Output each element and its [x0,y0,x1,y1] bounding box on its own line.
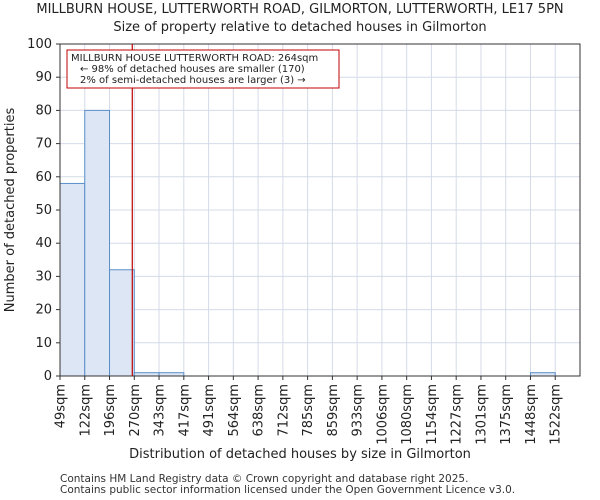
footer-licence: Contains public sector information licen… [60,484,516,496]
y-tick-label: 90 [35,70,52,85]
y-axis-label: Number of detached properties [3,108,18,313]
chart-title: MILLBURN HOUSE, LUTTERWORTH ROAD, GILMOR… [36,2,563,17]
y-tick-label: 80 [35,103,52,118]
x-tick-label: 859sqm [326,384,341,437]
bar-196sqm [109,269,135,377]
y-tick-label: 10 [35,336,52,351]
annotation-line: MILLBURN HOUSE LUTTERWORTH ROAD: 264sqm [71,53,318,64]
annotation-line: 2% of semi-detached houses are larger (3… [80,75,306,86]
property-marker: MILLBURN HOUSE LUTTERWORTH ROAD: 264sqm←… [66,44,340,376]
footer-copyright: Contains HM Land Registry data © Crown c… [60,473,469,485]
annotation-line: ← 98% of detached houses are smaller (17… [80,64,305,75]
bar-122sqm [84,109,111,377]
x-tick-labels: 49sqm 122sqm 196sqm 270sqm 343sqm 417sqm 491sq… [54,376,564,445]
x-tick-label: 1375sqm [499,384,514,445]
x-tick-label: 343sqm [153,384,168,437]
x-tick-label: 1227sqm [450,384,465,445]
grid-lines [59,43,581,377]
y-tick-label: 30 [35,269,52,284]
y-tick-label: 100 [27,37,52,52]
y-tick-label: 60 [35,170,52,185]
x-tick-label: 196sqm [103,384,118,437]
y-tick-label: 50 [35,203,52,218]
x-tick-label: 933sqm [351,384,366,437]
y-tick-label: 20 [35,303,52,318]
x-tick-label: 49sqm [54,384,69,428]
x-tick-label: 1522sqm [549,384,564,445]
x-tick-label: 564sqm [227,384,242,437]
y-tick-label: 40 [35,236,52,251]
x-tick-label: 1080sqm [400,384,415,445]
x-tick-label: 712sqm [276,384,291,437]
x-tick-label: 1006sqm [375,384,390,445]
x-tick-label: 1448sqm [524,384,539,445]
x-axis-label: Distribution of detached houses by size … [129,447,471,462]
x-tick-label: 638sqm [252,384,267,437]
y-tick-labels: 0 10 20 30 40 50 60 70 80 90 100 [27,37,60,384]
x-tick-label: 785sqm [301,384,316,437]
chart-subtitle: Size of property relative to detached ho… [113,20,486,35]
y-tick-label: 70 [35,137,52,152]
x-tick-label: 122sqm [78,384,93,437]
bars [59,109,556,377]
x-tick-label: 491sqm [202,384,217,437]
x-tick-label: 417sqm [177,384,192,437]
x-tick-label: 1154sqm [425,384,440,445]
x-tick-label: 270sqm [128,384,143,437]
bar-49sqm [59,182,86,377]
x-tick-label: 1301sqm [474,384,489,445]
annotation-box [66,49,340,89]
y-tick-label: 0 [44,369,52,384]
